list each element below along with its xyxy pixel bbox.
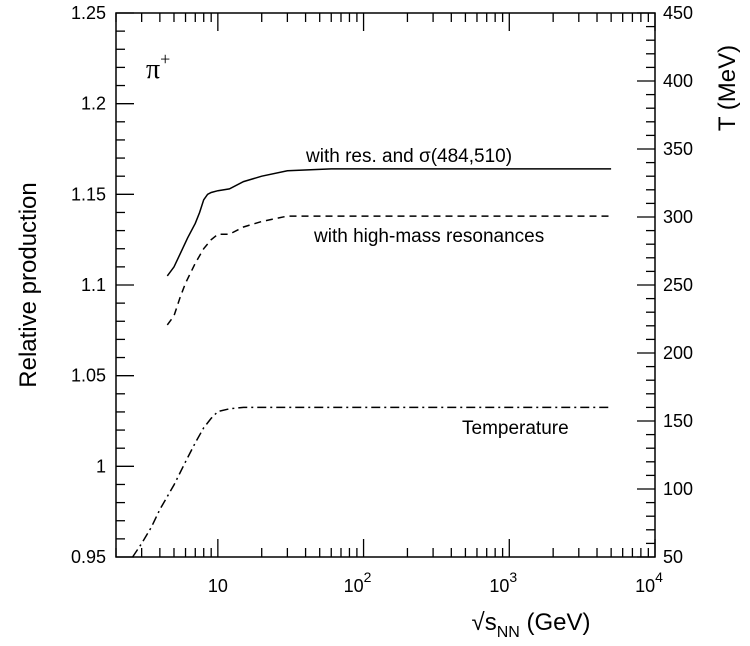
y2-tick-label: 100 xyxy=(663,479,693,499)
y2-tick-label: 250 xyxy=(663,275,693,295)
x-tick-label: 102 xyxy=(344,569,372,596)
x-axis-title: √sNN (GeV) xyxy=(472,609,591,641)
x-tick-label: 104 xyxy=(635,569,663,596)
y-tick-label: 1.05 xyxy=(71,366,106,386)
series-label-solid: with res. and σ(484,510) xyxy=(305,146,512,167)
y-axis-title: Relative production xyxy=(15,182,42,387)
y-tick-label: 1 xyxy=(96,456,106,476)
x-tick-labels: 10 102 103 104 xyxy=(208,569,663,596)
series-lines xyxy=(131,168,612,558)
y-tick-label: 0.95 xyxy=(71,547,106,567)
y2-tick-label: 200 xyxy=(663,343,693,363)
y-tick-label: 1.2 xyxy=(81,94,106,114)
plot-frame xyxy=(115,12,656,558)
series-label-dashed: with high-mass resonances xyxy=(313,226,544,247)
y-tick-label: 1.15 xyxy=(71,184,106,204)
y2-tick-label: 50 xyxy=(663,547,683,567)
series-line-solid xyxy=(166,168,612,277)
axis-ticks xyxy=(115,12,656,558)
series-line-dashdot xyxy=(131,406,612,558)
y2-tick-label: 150 xyxy=(663,411,693,431)
y2-tick-labels: 50 100 150 200 250 300 350 400 450 xyxy=(663,3,693,567)
x-tick-label: 10 xyxy=(208,576,228,596)
y-tick-label: 1.25 xyxy=(71,3,106,23)
particle-label: π+ xyxy=(146,49,170,85)
series-line-dashed xyxy=(166,215,612,326)
x-tick-label: 103 xyxy=(489,569,517,596)
series-label-temperature: Temperature xyxy=(462,418,569,439)
y2-tick-label: 450 xyxy=(663,3,693,23)
y2-tick-label: 400 xyxy=(663,71,693,91)
y-tick-label: 1.1 xyxy=(81,275,106,295)
y2-tick-label: 300 xyxy=(663,207,693,227)
y2-tick-label: 350 xyxy=(663,139,693,159)
y2-axis-title: T (MeV) xyxy=(714,45,741,131)
y-tick-labels: 0.95 1 1.05 1.1 1.15 1.2 1.25 xyxy=(71,3,106,567)
